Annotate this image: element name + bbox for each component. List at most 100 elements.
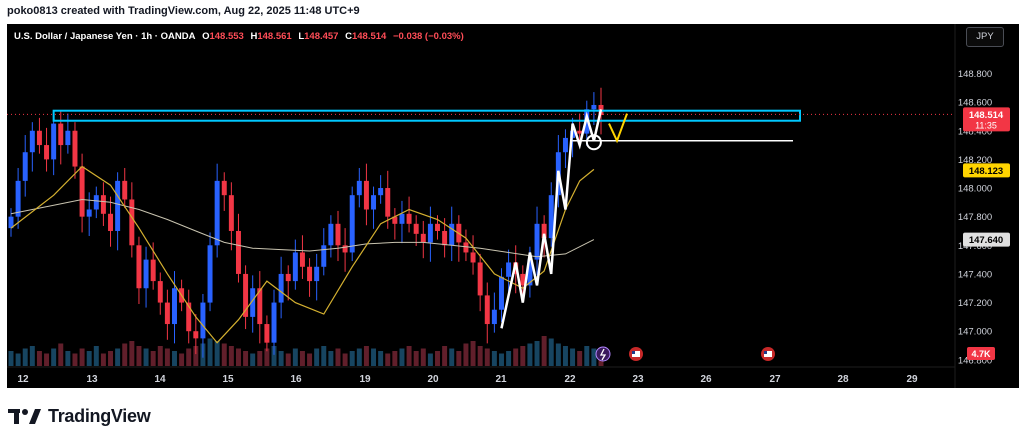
volume-bar [221, 343, 227, 366]
candle-body [349, 195, 355, 253]
volume-bar [363, 346, 369, 366]
candle-body [214, 180, 220, 246]
volume-bar [527, 343, 533, 366]
candle-body [36, 130, 42, 146]
author-credit: poko0813 created with TradingView.com, A… [7, 5, 360, 17]
volume-bar [292, 348, 298, 366]
symbol-title: U.S. Dollar / Japanese Yen · 1h · OANDA [14, 31, 196, 42]
tradingview-logo[interactable]: TradingView [8, 405, 151, 427]
candle-body [449, 223, 455, 246]
volume-badge-bg [967, 347, 995, 360]
candle-body [477, 262, 483, 296]
time-tick-label: 26 [700, 374, 712, 385]
volume-bar [577, 351, 583, 366]
candle-body [378, 188, 384, 196]
time-tick-label: 28 [837, 374, 849, 385]
volume-bar [299, 351, 305, 366]
candle-body [257, 288, 263, 325]
volume-bar [491, 351, 497, 366]
slow-ma-price-badge-bg [963, 232, 1010, 247]
us-flag-event-icon-stripe [632, 351, 640, 357]
candle-body [100, 195, 106, 214]
volume-bar [555, 343, 561, 366]
candle-body [562, 137, 568, 153]
candle-body [72, 130, 78, 167]
volume-bar [498, 353, 504, 366]
candle-body [484, 295, 490, 325]
candle-body [321, 245, 327, 267]
time-tick-label: 12 [17, 374, 29, 385]
close-value: 148.514 [351, 31, 387, 42]
volume-bar [15, 353, 21, 366]
candle-body [44, 145, 50, 160]
candle-body [520, 273, 526, 286]
volume-bar [8, 351, 14, 366]
time-tick-label: 14 [154, 374, 166, 385]
fast-ma-price-badge: 148.123 [969, 166, 1003, 177]
volume-bar [427, 353, 433, 366]
brand-name: TradingView [48, 405, 151, 426]
volume-bar [285, 353, 291, 366]
volume-bar [484, 348, 490, 366]
time-tick-label: 21 [495, 374, 507, 385]
volume-bar [456, 351, 462, 366]
volume-bar [235, 348, 241, 366]
fast-ma-price-badge-bg [963, 163, 1010, 178]
us-flag-event-icon-stripe [764, 351, 772, 357]
candle-body [79, 166, 85, 217]
candle-body [442, 230, 448, 246]
volume-bar [207, 338, 213, 366]
time-tick-label: 22 [564, 374, 576, 385]
candle-body [427, 223, 433, 243]
high-label: H [250, 31, 258, 42]
candle-body [122, 180, 128, 200]
candlestick-chart[interactable]: 148.800 148.600 148.400 148.200 148.000 147.8… [7, 24, 1019, 388]
last-price-badge: 148.514 [969, 110, 1004, 121]
change-value: −0.038 (−0.03%) [392, 31, 464, 42]
volume-bar [179, 353, 185, 366]
close-label: C [345, 31, 352, 42]
volume-bar [534, 341, 540, 366]
volume-bar [591, 348, 597, 366]
projection-zigzag-line [500, 109, 603, 329]
candle-body [385, 188, 391, 217]
chart-panel[interactable]: 148.800 148.600 148.400 148.200 148.000 147.8… [7, 24, 1019, 388]
volume-bar [93, 346, 99, 366]
volume-bar [335, 348, 341, 366]
volume-bar [22, 348, 28, 366]
candle-body [8, 216, 14, 229]
time-tick-label: 15 [222, 374, 234, 385]
volume-bar [470, 341, 476, 366]
high-value: 148.561 [257, 31, 292, 42]
price-tick-label: 147.000 [958, 327, 992, 338]
candle-body [186, 302, 192, 332]
price-tick-label: 147.800 [958, 212, 992, 223]
candle-body [541, 223, 547, 239]
volume-bar [385, 353, 391, 366]
volume-bar [570, 348, 576, 366]
currency-button[interactable]: JPY [966, 27, 1004, 47]
candle-body [463, 242, 469, 253]
candle-body [299, 252, 305, 267]
time-tick-label: 20 [427, 374, 439, 385]
resistance-zone-box [52, 109, 802, 122]
volume-bar [150, 351, 156, 366]
volume-bar [420, 348, 426, 366]
volume-bar [193, 346, 199, 366]
symbol-header: U.S. Dollar / Japanese Yen · 1h · OANDA … [14, 31, 464, 42]
volume-bar [65, 351, 71, 366]
volume-bar [548, 338, 554, 366]
candle-body [548, 195, 554, 239]
candle-body [93, 195, 99, 210]
candle-body [328, 223, 334, 246]
us-flag-event-icon-canton [764, 351, 767, 354]
time-tick-label: 13 [86, 374, 98, 385]
volume-bar [72, 353, 78, 366]
candle-body [399, 213, 405, 224]
price-tick-label: 148.400 [958, 126, 992, 137]
volume-bar [399, 348, 405, 366]
earnings-event-icon [595, 346, 611, 362]
candle-body [577, 130, 583, 134]
volume-bar [520, 346, 526, 366]
volume-bar [321, 346, 327, 366]
